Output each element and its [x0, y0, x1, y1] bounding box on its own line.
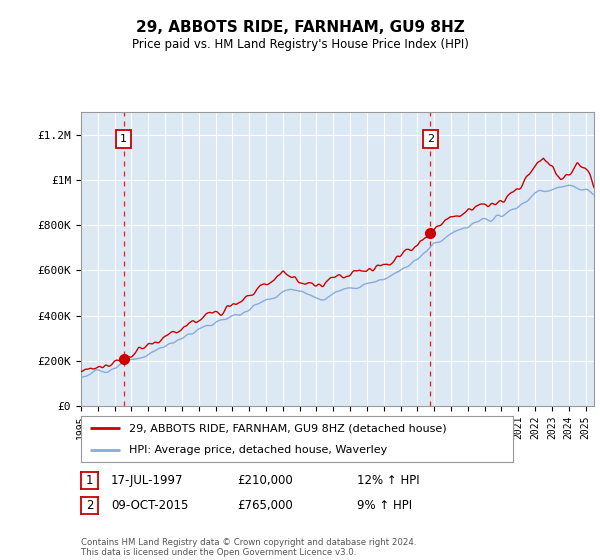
Text: 17-JUL-1997: 17-JUL-1997	[111, 474, 184, 487]
Text: Contains HM Land Registry data © Crown copyright and database right 2024.
This d: Contains HM Land Registry data © Crown c…	[81, 538, 416, 557]
Text: 09-OCT-2015: 09-OCT-2015	[111, 498, 188, 512]
Text: 29, ABBOTS RIDE, FARNHAM, GU9 8HZ (detached house): 29, ABBOTS RIDE, FARNHAM, GU9 8HZ (detac…	[128, 423, 446, 433]
Text: 1: 1	[120, 134, 127, 144]
Text: £765,000: £765,000	[237, 498, 293, 512]
Text: 2: 2	[86, 498, 93, 512]
Text: 9% ↑ HPI: 9% ↑ HPI	[357, 498, 412, 512]
Text: 2: 2	[427, 134, 434, 144]
Text: £210,000: £210,000	[237, 474, 293, 487]
Text: Price paid vs. HM Land Registry's House Price Index (HPI): Price paid vs. HM Land Registry's House …	[131, 38, 469, 51]
Text: HPI: Average price, detached house, Waverley: HPI: Average price, detached house, Wave…	[128, 445, 387, 455]
Text: 12% ↑ HPI: 12% ↑ HPI	[357, 474, 419, 487]
Text: 1: 1	[86, 474, 93, 487]
Text: 29, ABBOTS RIDE, FARNHAM, GU9 8HZ: 29, ABBOTS RIDE, FARNHAM, GU9 8HZ	[136, 20, 464, 35]
